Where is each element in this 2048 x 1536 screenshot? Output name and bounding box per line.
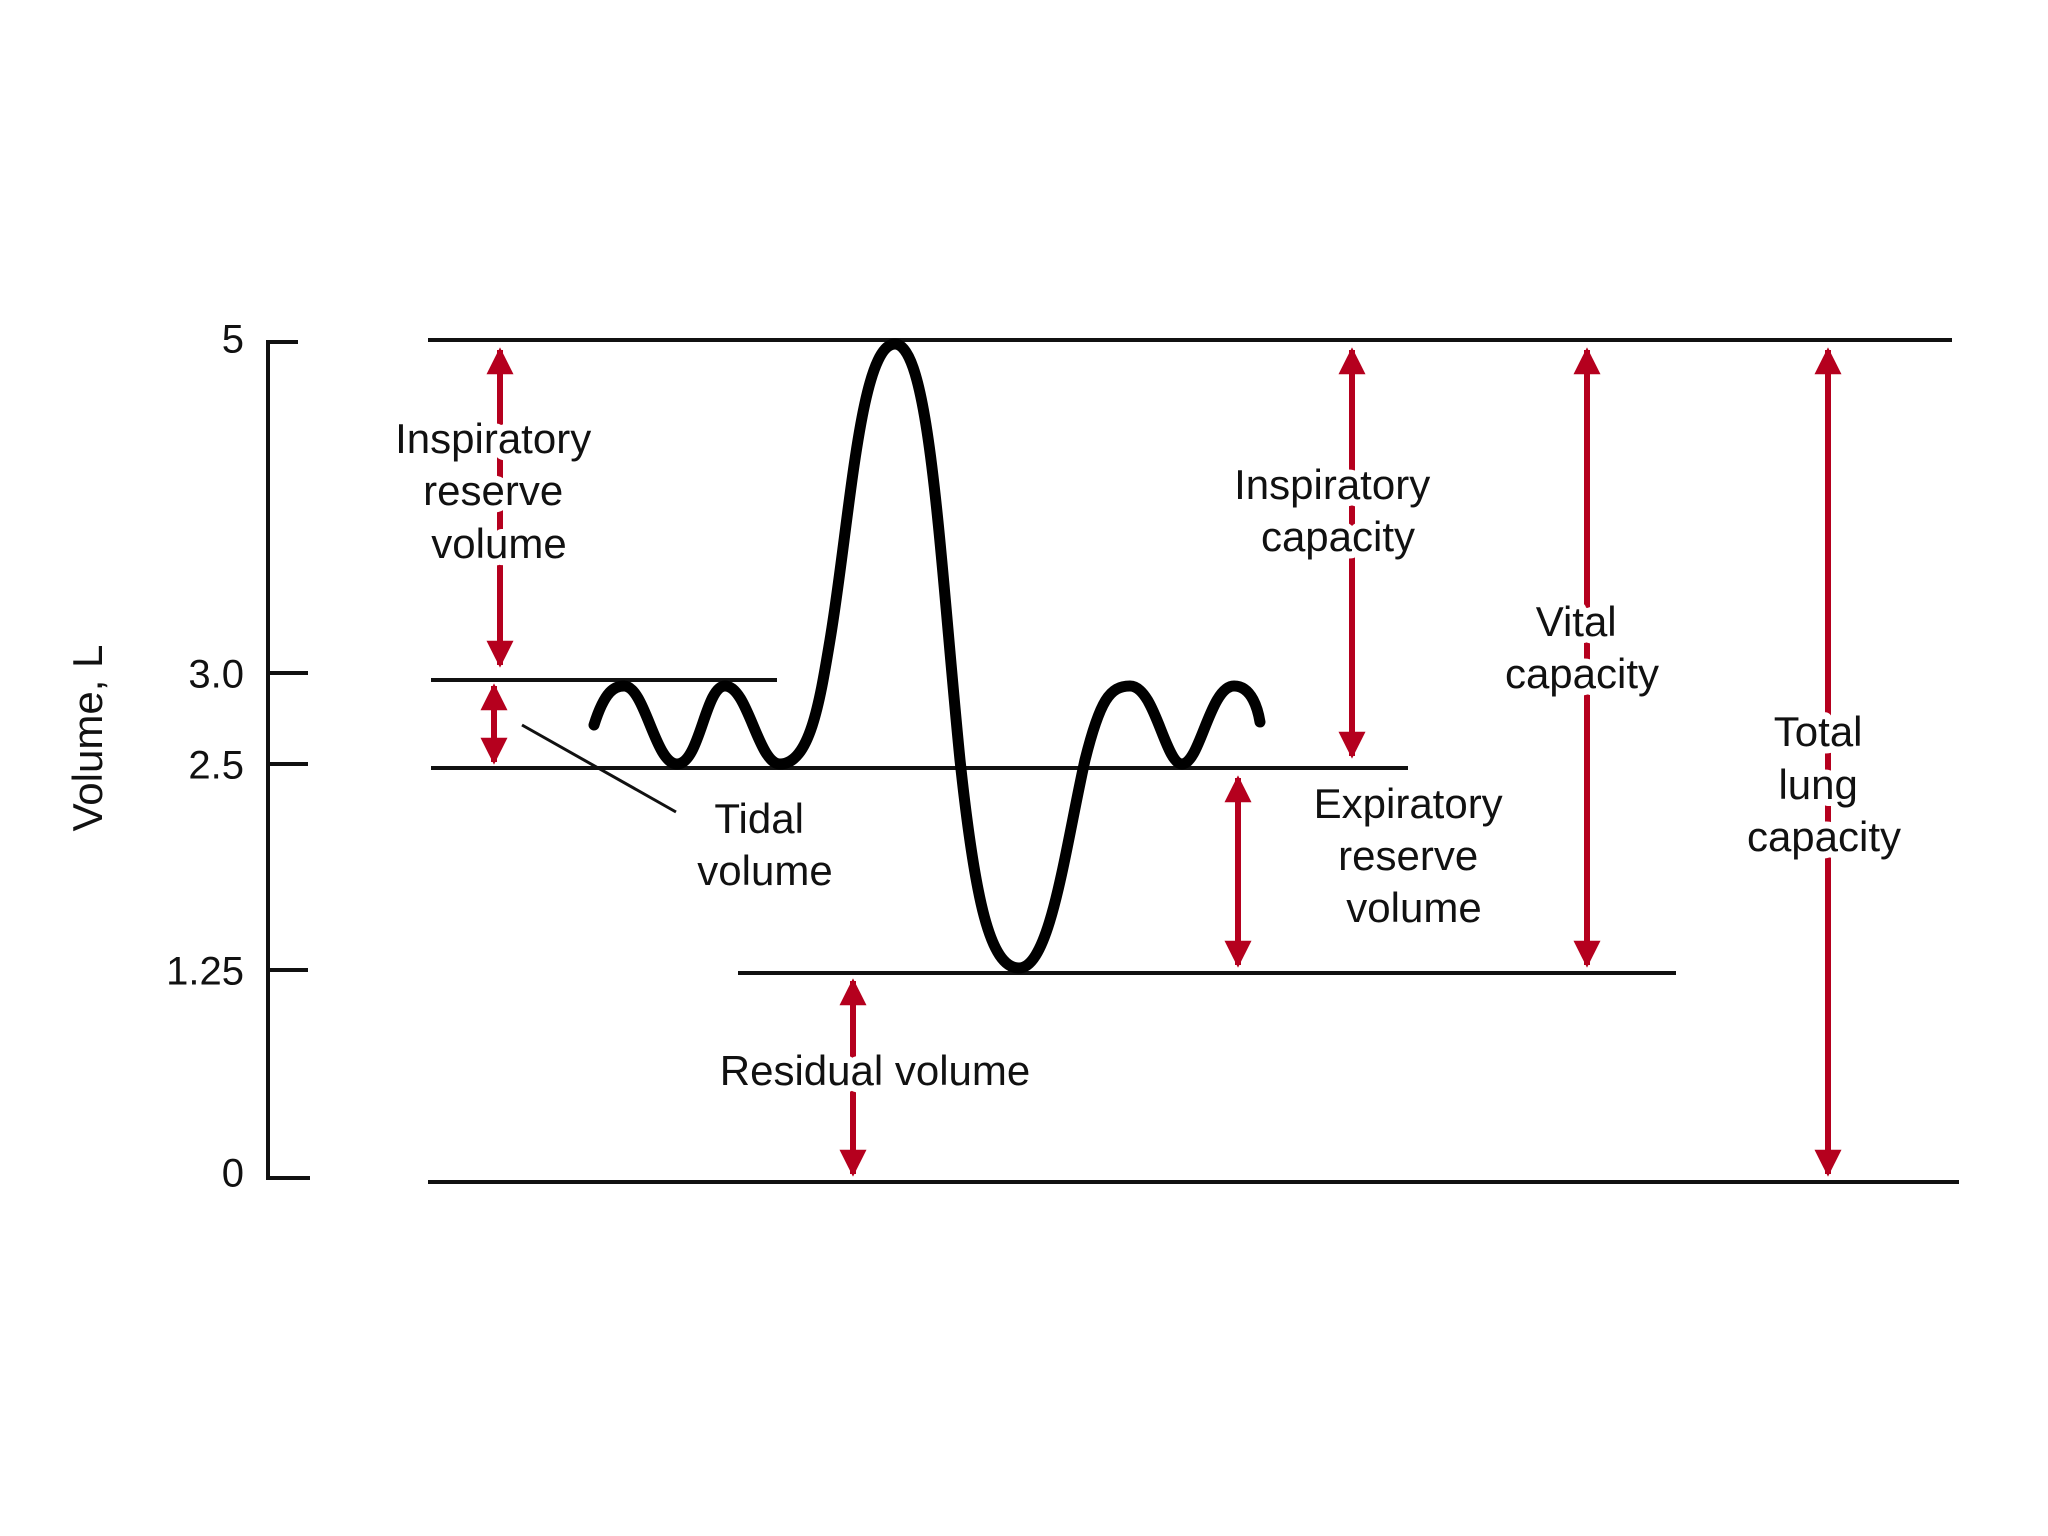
arrows — [480, 347, 1842, 1177]
tick-label: 0 — [222, 1152, 244, 1196]
label: Vital capacity — [1505, 598, 1659, 697]
label-line: Residual volume — [720, 1047, 1031, 1094]
label-line: reserve — [1338, 832, 1478, 879]
label-line: Inspiratory — [1234, 461, 1430, 508]
tick-label: 5 — [222, 318, 244, 362]
label-line: Tidal — [714, 795, 803, 842]
label: Total lung capacity — [1747, 708, 1901, 860]
label-line: Inspiratory — [395, 415, 591, 462]
label: Expiratory reserve volume — [1314, 780, 1515, 931]
label-line: capacity — [1747, 813, 1901, 860]
label: Residual volume — [720, 1047, 1031, 1094]
axis-line — [266, 340, 310, 1180]
y-axis: 5 3.0 2.5 1.25 0 Volume, L — [64, 318, 310, 1196]
level-lines — [428, 338, 1959, 1184]
label-line: Vital — [1536, 598, 1617, 645]
label-line: volume — [697, 847, 832, 894]
label-line: capacity — [1505, 650, 1659, 697]
label-line: volume — [1346, 884, 1481, 931]
tick-label: 3.0 — [188, 653, 244, 697]
breathing-trace — [588, 338, 1266, 974]
label-line: lung — [1778, 761, 1857, 808]
label: Inspiratory capacity — [1234, 461, 1442, 560]
label: Inspiratory reserve volume — [395, 415, 603, 567]
label-line: Total — [1774, 708, 1863, 755]
axis-title: Volume, L — [64, 645, 111, 832]
label-line: Expiratory — [1314, 780, 1503, 827]
tick-label: 1.25 — [166, 950, 244, 994]
label-line: volume — [431, 520, 566, 567]
label-line: capacity — [1261, 513, 1415, 560]
label: Tidal volume — [697, 795, 832, 894]
tick-label: 2.5 — [188, 744, 244, 788]
pointer-line — [521, 723, 677, 814]
label-line: reserve — [423, 467, 563, 514]
